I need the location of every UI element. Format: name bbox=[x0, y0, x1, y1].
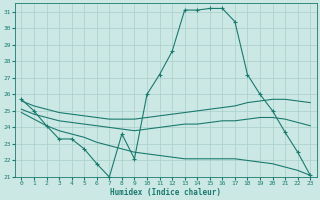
X-axis label: Humidex (Indice chaleur): Humidex (Indice chaleur) bbox=[110, 188, 221, 197]
